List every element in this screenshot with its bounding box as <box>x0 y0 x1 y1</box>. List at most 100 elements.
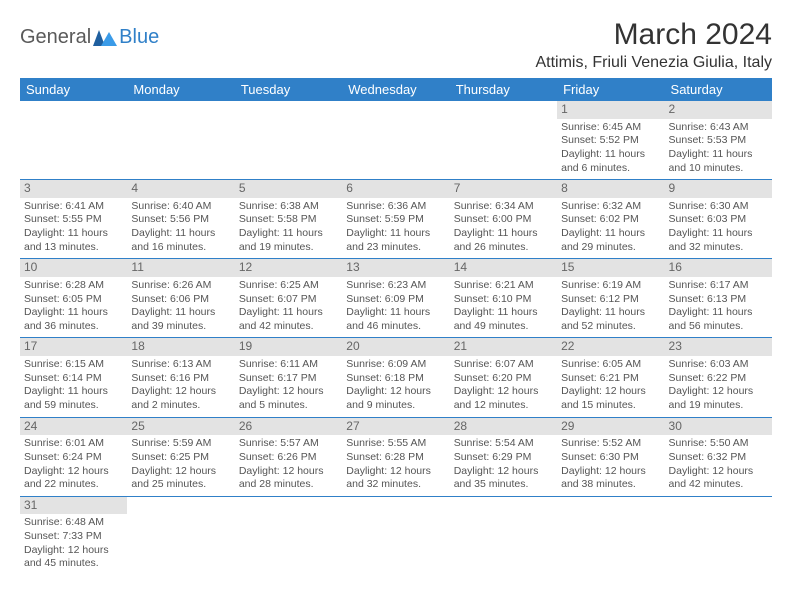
sunset-text: Sunset: 6:09 PM <box>346 293 445 307</box>
calendar-cell: 18Sunrise: 6:13 AMSunset: 6:16 PMDayligh… <box>127 338 234 417</box>
calendar-cell: 28Sunrise: 5:54 AMSunset: 6:29 PMDayligh… <box>450 417 557 496</box>
calendar-cell: 11Sunrise: 6:26 AMSunset: 6:06 PMDayligh… <box>127 259 234 338</box>
sunrise-text: Sunrise: 6:41 AM <box>24 200 123 214</box>
sunrise-text: Sunrise: 6:45 AM <box>561 121 660 135</box>
calendar-cell: 9 Sunrise: 6:30 AMSunset: 6:03 PMDaylight… <box>665 180 772 259</box>
location-text: Attimis, Friuli Venezia Giulia, Italy <box>535 54 772 72</box>
sunset-text: Sunset: 6:20 PM <box>454 372 553 386</box>
calendar-cell: 30Sunrise: 5:50 AMSunset: 6:32 PMDayligh… <box>665 417 772 496</box>
day-number: 16 <box>665 259 772 277</box>
sunrise-text: Sunrise: 5:50 AM <box>669 437 768 451</box>
calendar-cell <box>450 496 557 575</box>
calendar-cell <box>127 101 234 180</box>
sunrise-text: Sunrise: 6:19 AM <box>561 279 660 293</box>
sunset-text: Sunset: 6:14 PM <box>24 372 123 386</box>
day-number: 3 <box>20 180 127 198</box>
calendar-week-row: 1Sunrise: 6:45 AMSunset: 5:52 PMDaylight… <box>20 101 772 180</box>
sunset-text: Sunset: 6:03 PM <box>669 213 768 227</box>
day-number: 11 <box>127 259 234 277</box>
sunset-text: Sunset: 6:12 PM <box>561 293 660 307</box>
calendar-week-row: 3Sunrise: 6:41 AMSunset: 5:55 PMDaylight… <box>20 180 772 259</box>
sunrise-text: Sunrise: 6:25 AM <box>239 279 338 293</box>
sunrise-text: Sunrise: 6:28 AM <box>24 279 123 293</box>
day-number: 13 <box>342 259 449 277</box>
daylight-text: Daylight: 11 hours and 13 minutes. <box>24 227 123 254</box>
sunset-text: Sunset: 7:33 PM <box>24 530 123 544</box>
daylight-text: Daylight: 11 hours and 10 minutes. <box>669 148 768 175</box>
calendar-cell: 31Sunrise: 6:48 AMSunset: 7:33 PMDayligh… <box>20 496 127 575</box>
calendar-cell: 25Sunrise: 5:59 AMSunset: 6:25 PMDayligh… <box>127 417 234 496</box>
weekday-header: Tuesday <box>235 78 342 101</box>
sunrise-text: Sunrise: 6:05 AM <box>561 358 660 372</box>
day-number: 12 <box>235 259 342 277</box>
day-number: 9 <box>665 180 772 198</box>
daylight-text: Daylight: 11 hours and 23 minutes. <box>346 227 445 254</box>
calendar-cell: 27Sunrise: 5:55 AMSunset: 6:28 PMDayligh… <box>342 417 449 496</box>
day-number: 25 <box>127 418 234 436</box>
sunset-text: Sunset: 6:26 PM <box>239 451 338 465</box>
calendar-cell: 12Sunrise: 6:25 AMSunset: 6:07 PMDayligh… <box>235 259 342 338</box>
sunrise-text: Sunrise: 5:57 AM <box>239 437 338 451</box>
sunrise-text: Sunrise: 6:23 AM <box>346 279 445 293</box>
sunset-text: Sunset: 5:56 PM <box>131 213 230 227</box>
calendar-table: SundayMondayTuesdayWednesdayThursdayFrid… <box>20 78 772 575</box>
calendar-week-row: 17Sunrise: 6:15 AMSunset: 6:14 PMDayligh… <box>20 338 772 417</box>
calendar-cell <box>235 101 342 180</box>
calendar-cell: 17 Sunrise: 6:15 AMSunset: 6:14 PMDayligh… <box>20 338 127 417</box>
calendar-cell: 2Sunrise: 6:43 AMSunset: 5:53 PMDaylight… <box>665 101 772 180</box>
weekday-header: Sunday <box>20 78 127 101</box>
day-number: 15 <box>557 259 664 277</box>
calendar-week-row: 24Sunrise: 6:01 AMSunset: 6:24 PMDayligh… <box>20 417 772 496</box>
weekday-header: Saturday <box>665 78 772 101</box>
calendar-cell: 13Sunrise: 6:23 AMSunset: 6:09 PMDayligh… <box>342 259 449 338</box>
sunset-text: Sunset: 6:05 PM <box>24 293 123 307</box>
sunrise-text: Sunrise: 6:30 AM <box>669 200 768 214</box>
sunset-text: Sunset: 6:29 PM <box>454 451 553 465</box>
sunset-text: Sunset: 6:18 PM <box>346 372 445 386</box>
day-number: 30 <box>665 418 772 436</box>
sunset-text: Sunset: 6:02 PM <box>561 213 660 227</box>
title-block: March 2024 Attimis, Friuli Venezia Giuli… <box>535 18 772 72</box>
daylight-text: Daylight: 11 hours and 36 minutes. <box>24 306 123 333</box>
day-number: 29 <box>557 418 664 436</box>
daylight-text: Daylight: 11 hours and 42 minutes. <box>239 306 338 333</box>
sunrise-text: Sunrise: 6:17 AM <box>669 279 768 293</box>
sunrise-text: Sunrise: 5:59 AM <box>131 437 230 451</box>
calendar-cell <box>127 496 234 575</box>
daylight-text: Daylight: 11 hours and 59 minutes. <box>24 385 123 412</box>
calendar-cell: 7Sunrise: 6:34 AMSunset: 6:00 PMDaylight… <box>450 180 557 259</box>
flag-icon <box>93 30 117 46</box>
sunrise-text: Sunrise: 6:07 AM <box>454 358 553 372</box>
daylight-text: Daylight: 12 hours and 42 minutes. <box>669 465 768 492</box>
sunrise-text: Sunrise: 6:32 AM <box>561 200 660 214</box>
daylight-text: Daylight: 12 hours and 19 minutes. <box>669 385 768 412</box>
calendar-cell: 23Sunrise: 6:03 AMSunset: 6:22 PMDayligh… <box>665 338 772 417</box>
sunrise-text: Sunrise: 6:21 AM <box>454 279 553 293</box>
sunset-text: Sunset: 5:55 PM <box>24 213 123 227</box>
calendar-cell <box>20 101 127 180</box>
sunset-text: Sunset: 6:00 PM <box>454 213 553 227</box>
daylight-text: Daylight: 12 hours and 9 minutes. <box>346 385 445 412</box>
sunrise-text: Sunrise: 6:03 AM <box>669 358 768 372</box>
sunrise-text: Sunrise: 6:40 AM <box>131 200 230 214</box>
sunset-text: Sunset: 6:13 PM <box>669 293 768 307</box>
day-number: 17 <box>20 338 127 356</box>
daylight-text: Daylight: 11 hours and 39 minutes. <box>131 306 230 333</box>
sunrise-text: Sunrise: 5:52 AM <box>561 437 660 451</box>
sunset-text: Sunset: 5:52 PM <box>561 134 660 148</box>
daylight-text: Daylight: 12 hours and 38 minutes. <box>561 465 660 492</box>
sunset-text: Sunset: 5:58 PM <box>239 213 338 227</box>
day-number: 5 <box>235 180 342 198</box>
day-number: 23 <box>665 338 772 356</box>
daylight-text: Daylight: 11 hours and 32 minutes. <box>669 227 768 254</box>
day-number: 7 <box>450 180 557 198</box>
logo: General Blue <box>20 26 159 49</box>
daylight-text: Daylight: 12 hours and 35 minutes. <box>454 465 553 492</box>
daylight-text: Daylight: 12 hours and 15 minutes. <box>561 385 660 412</box>
sunrise-text: Sunrise: 6:15 AM <box>24 358 123 372</box>
day-number: 14 <box>450 259 557 277</box>
sunset-text: Sunset: 6:21 PM <box>561 372 660 386</box>
day-number: 31 <box>20 497 127 515</box>
day-number: 4 <box>127 180 234 198</box>
daylight-text: Daylight: 12 hours and 32 minutes. <box>346 465 445 492</box>
